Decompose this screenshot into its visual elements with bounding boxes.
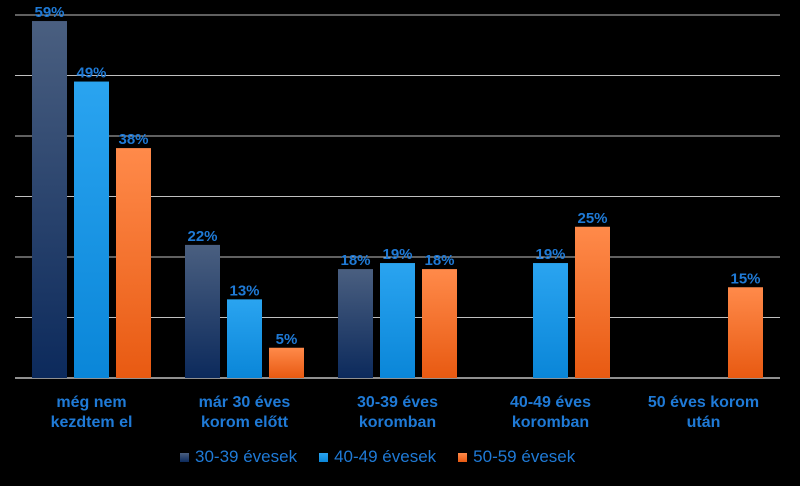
bar [74, 81, 109, 379]
data-label: 18% [340, 252, 370, 269]
data-label: 19% [382, 246, 412, 263]
category-label: már 30 éves korom előtt [199, 394, 291, 431]
category-label: 30-39 éves koromban [357, 394, 438, 431]
data-label: 5% [276, 331, 298, 348]
bar [380, 263, 415, 378]
data-label: 19% [535, 246, 565, 263]
category-label: 40-49 éves koromban [510, 394, 591, 431]
data-label: 18% [424, 252, 454, 269]
legend-swatch [180, 452, 189, 462]
bar [422, 269, 457, 378]
data-label: 22% [187, 228, 217, 245]
bar [116, 148, 151, 378]
category-label: 50 éves korom után [648, 394, 759, 431]
legend-item: 40-49 évesek [319, 447, 436, 467]
bar [269, 347, 304, 378]
legend-label: 50-59 évesek [473, 447, 576, 466]
bar [227, 299, 262, 378]
bar [728, 287, 763, 378]
legend-item: 50-59 évesek [458, 447, 575, 467]
legend-item: 30-39 évesek [180, 447, 297, 467]
category-label: még nem kezdtem el [51, 394, 133, 431]
bar [185, 244, 220, 378]
bar [338, 269, 373, 378]
data-label: 25% [577, 210, 607, 227]
bar [32, 21, 67, 379]
legend-label: 30-39 évesek [195, 447, 298, 466]
data-label: 13% [229, 282, 259, 299]
bar [575, 226, 610, 378]
legend: 30-39 évesek 40-49 évesek 50-59 évesek [180, 447, 575, 467]
data-label: 15% [730, 270, 760, 287]
legend-label: 40-49 évesek [334, 447, 437, 466]
bar [533, 263, 568, 378]
data-label: 59% [34, 4, 64, 21]
data-label: 49% [76, 65, 106, 82]
legend-swatch [458, 452, 468, 462]
legend-swatch [319, 452, 329, 462]
data-label: 38% [118, 131, 148, 148]
